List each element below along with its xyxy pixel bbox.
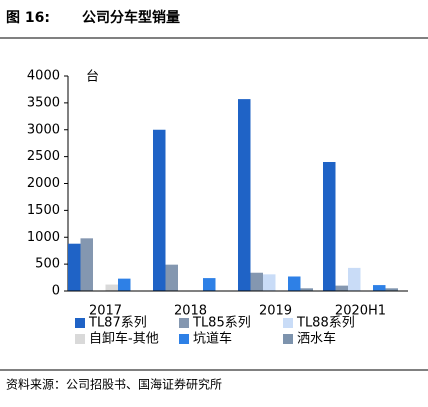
legend-swatch [179,318,189,328]
bar [165,264,178,291]
bar [335,285,348,291]
bar [263,274,276,291]
bar [105,284,118,291]
y-tick-label: 2500 [27,149,60,164]
x-tick-label: 2019 [259,304,292,319]
bar [300,288,313,291]
bar [385,288,398,291]
y-tick-label: 4000 [27,69,60,84]
legend-label: TL87系列 [88,316,147,331]
legend-swatch [75,318,85,328]
figure-title: 公司分车型销量 [82,9,180,26]
legend-swatch [179,334,189,344]
bar [238,99,251,291]
y-tick-label: 1000 [27,230,60,245]
x-tick-label: 2017 [89,304,122,319]
bar [288,276,301,291]
unit-label: 台 [86,70,99,85]
legend-label: TL88系列 [296,316,355,331]
legend-label: TL85系列 [192,316,251,331]
y-tick-label: 500 [35,257,60,272]
bar [80,238,93,291]
bar [153,129,166,291]
legend-swatch [283,334,293,344]
bar [323,162,336,291]
y-tick-label: 1500 [27,203,60,218]
y-tick-label: 0 [52,284,60,299]
y-tick-label: 3000 [27,122,60,137]
legend-label: 洒水车 [297,331,336,347]
x-tick-label: 2018 [174,304,207,319]
legend-label: 自卸车-其他 [89,331,159,347]
bar [68,243,81,291]
bar [373,285,386,291]
legend-label: 坑道车 [193,331,232,347]
legend-swatch [75,334,85,344]
source-note: 资料来源：公司招股书、国海证券研究所 [6,377,222,392]
bar [203,278,216,291]
x-tick-label: 2020H1 [335,304,386,319]
y-tick-label: 2000 [27,176,60,191]
bar [250,272,263,291]
bar [348,267,361,291]
y-tick-label: 3500 [27,95,60,110]
bar [118,278,131,291]
legend-swatch [283,318,293,328]
figure-number: 图 16: [6,10,50,26]
